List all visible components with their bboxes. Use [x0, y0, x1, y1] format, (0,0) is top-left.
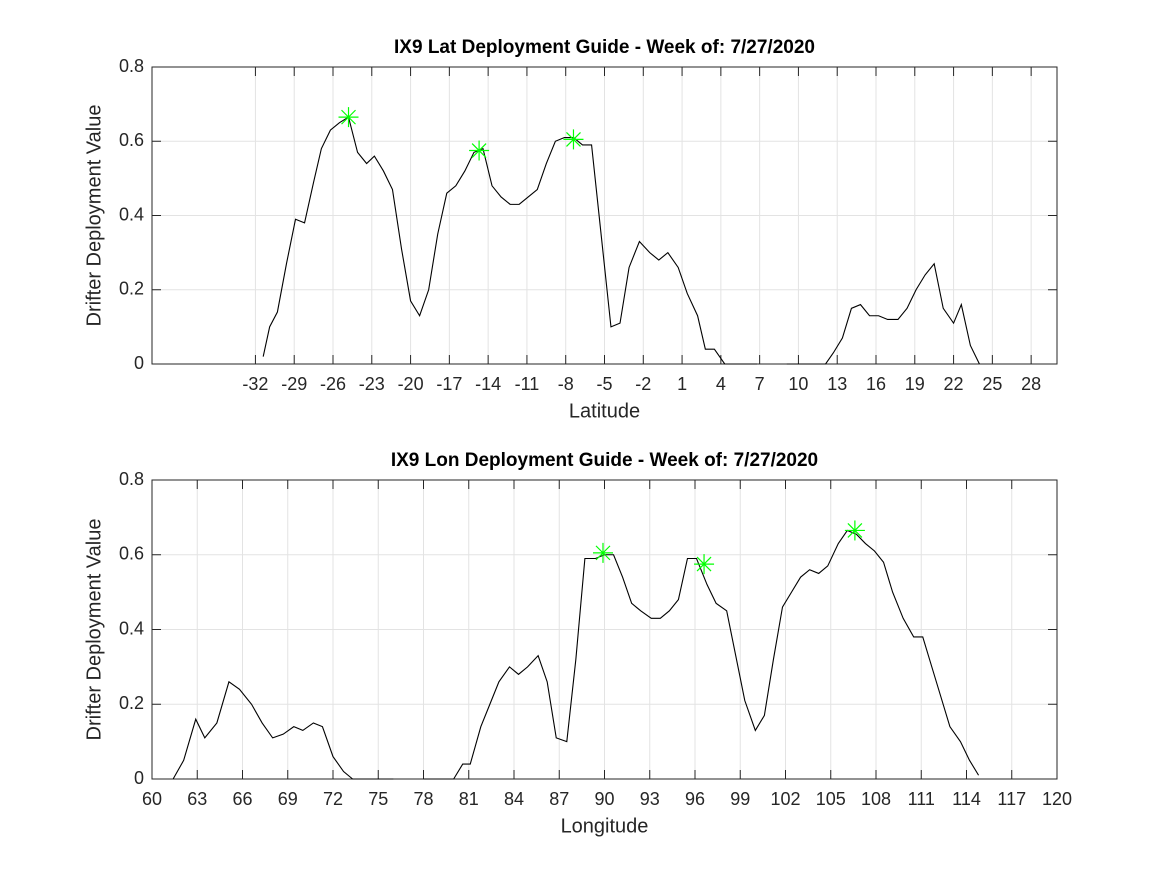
- axes-box: [151, 479, 1058, 780]
- x-tick-label: 10: [788, 374, 808, 394]
- x-tick-label: -23: [359, 374, 385, 394]
- x-tick-label: 93: [640, 789, 660, 809]
- marker-stroke: [847, 523, 863, 538]
- x-tick-label: 1: [677, 374, 687, 394]
- x-tick-label: -2: [635, 374, 651, 394]
- x-axis-label: Latitude: [569, 400, 640, 422]
- chart-title: IX9 Lat Deployment Guide - Week of: 7/27…: [394, 37, 815, 58]
- x-tick-label: 72: [323, 789, 343, 809]
- x-tick-label: 13: [827, 374, 847, 394]
- y-tick-label: 0.8: [119, 56, 144, 76]
- y-tick-label: 0.6: [119, 130, 144, 150]
- x-tick-label: 90: [594, 789, 614, 809]
- x-tick-label: -29: [281, 374, 307, 394]
- x-tick-label: 69: [278, 789, 298, 809]
- peak-marker: [694, 554, 715, 575]
- x-tick-label: 108: [861, 789, 891, 809]
- x-tick-label: 114: [952, 789, 981, 809]
- x-tick-label: -14: [475, 374, 501, 394]
- peak-marker: [844, 520, 865, 541]
- x-tick-label: 99: [730, 789, 750, 809]
- x-tick-label: -17: [436, 374, 462, 394]
- x-tick-label: 28: [1021, 374, 1041, 394]
- marker-stroke: [595, 545, 611, 561]
- x-tick-label: 111: [908, 789, 935, 809]
- x-tick-label: -32: [242, 374, 268, 394]
- y-axis-label: Drifter Deployment Value: [83, 519, 105, 741]
- marker-stroke: [696, 556, 712, 572]
- peak-marker: [592, 542, 613, 563]
- x-tick-label: -11: [515, 374, 540, 394]
- x-tick-label: 120: [1042, 789, 1072, 809]
- x-tick-label: -5: [596, 374, 612, 394]
- x-tick-label: 84: [504, 789, 524, 809]
- data-line: [172, 529, 980, 780]
- peak-marker: [338, 107, 359, 128]
- x-tick-label: 75: [368, 789, 388, 809]
- x-tick-label: 22: [944, 374, 964, 394]
- y-tick-label: 0: [134, 353, 144, 373]
- marker-stroke: [341, 109, 356, 125]
- x-tick-label: 60: [142, 789, 162, 809]
- x-tick-label: 87: [549, 789, 569, 809]
- x-tick-label: -26: [320, 374, 346, 394]
- x-tick-label: 105: [816, 789, 846, 809]
- x-tick-label: 78: [413, 789, 433, 809]
- marker-stroke: [471, 143, 487, 158]
- chart-title: IX9 Lon Deployment Guide - Week of: 7/27…: [391, 450, 818, 471]
- x-tick-label: 63: [187, 789, 207, 809]
- y-tick-label: 0.4: [119, 618, 144, 638]
- peak-marker: [563, 129, 584, 150]
- data-line: [262, 116, 980, 365]
- y-tick-label: 0.2: [119, 279, 144, 299]
- peak-marker: [469, 140, 490, 161]
- x-tick-label: 19: [905, 374, 925, 394]
- y-tick-label: 0.4: [119, 204, 144, 224]
- x-axis-label: Longitude: [561, 815, 649, 837]
- x-tick-label: 117: [997, 789, 1026, 809]
- x-tick-label: 16: [866, 374, 886, 394]
- y-axis-label: Drifter Deployment Value: [83, 105, 105, 327]
- x-tick-label: -20: [398, 374, 424, 394]
- x-tick-label: 96: [685, 789, 705, 809]
- axes-box: [151, 66, 1058, 365]
- x-tick-label: 102: [770, 789, 800, 809]
- x-tick-label: 7: [755, 374, 765, 394]
- x-tick-label: 4: [716, 374, 726, 394]
- marker-stroke: [566, 131, 581, 147]
- y-tick-label: 0.2: [119, 693, 144, 713]
- y-tick-label: 0: [134, 768, 144, 788]
- x-tick-label: 81: [459, 789, 479, 809]
- y-tick-label: 0.8: [119, 469, 144, 489]
- y-tick-label: 0.6: [119, 544, 144, 564]
- x-tick-label: -8: [558, 374, 574, 394]
- x-tick-label: 66: [232, 789, 252, 809]
- x-tick-label: 25: [982, 374, 1002, 394]
